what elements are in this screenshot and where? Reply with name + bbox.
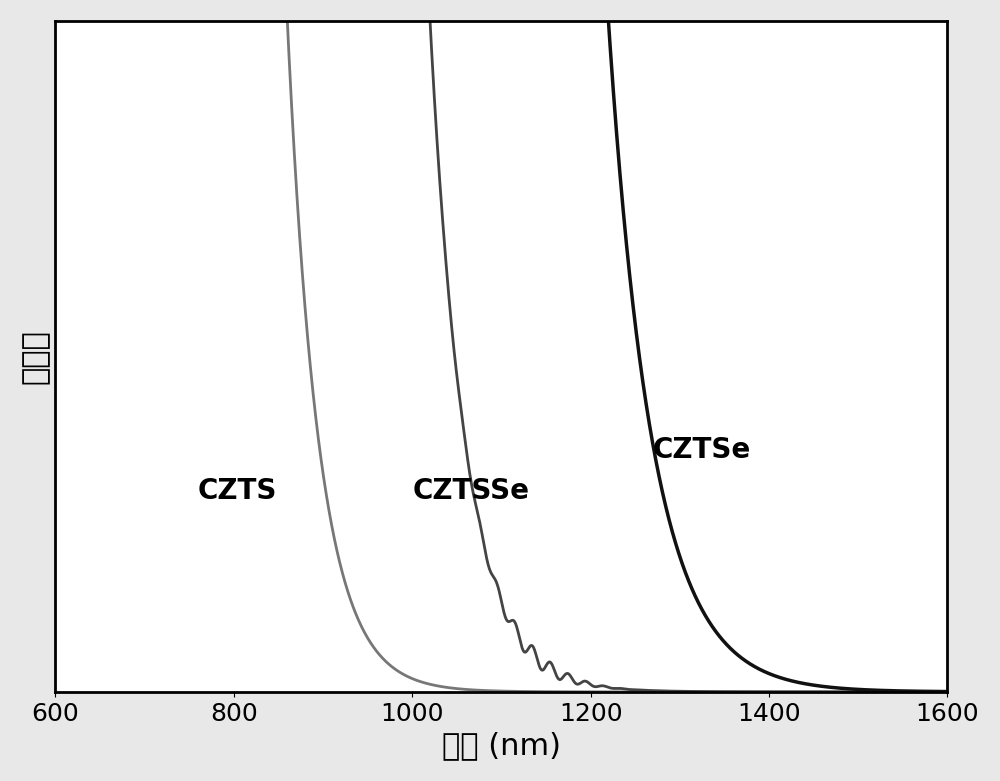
Y-axis label: 吸收率: 吸收率	[21, 329, 50, 383]
Text: CZTS: CZTS	[198, 476, 277, 505]
Text: CZTSSe: CZTSSe	[412, 476, 529, 505]
X-axis label: 波长 (nm): 波长 (nm)	[442, 731, 561, 760]
Text: CZTSe: CZTSe	[653, 437, 751, 465]
